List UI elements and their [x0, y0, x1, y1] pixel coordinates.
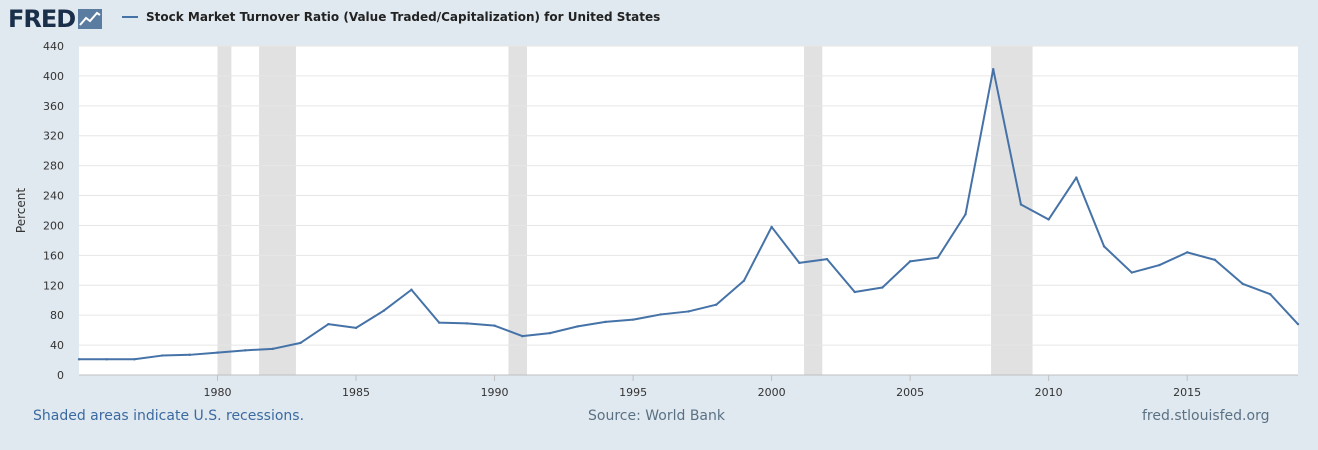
y-tick-label: 40 — [50, 339, 64, 352]
data-point — [493, 324, 496, 327]
data-point — [659, 313, 662, 316]
x-tick-label: 1980 — [204, 386, 232, 399]
data-point — [908, 260, 912, 263]
y-tick-label: 80 — [50, 309, 64, 322]
y-axis-label: Percent — [14, 188, 28, 233]
x-tick-label: 1995 — [619, 386, 647, 399]
x-tick-label: 1990 — [481, 386, 509, 399]
data-point — [410, 288, 413, 291]
data-point — [1158, 263, 1161, 267]
data-point — [521, 334, 524, 338]
fred-logo[interactable]: FRED — [8, 5, 103, 33]
data-point — [992, 67, 995, 71]
data-point — [853, 290, 856, 294]
y-tick-label: 0 — [57, 369, 64, 382]
data-point — [133, 358, 136, 361]
data-point — [604, 320, 607, 324]
data-point — [825, 257, 829, 261]
y-tick-label: 160 — [43, 249, 64, 262]
data-point — [936, 256, 940, 259]
recession-band-0 — [217, 46, 232, 375]
x-tick-label: 2000 — [758, 386, 786, 399]
data-point — [354, 326, 358, 330]
data-point — [216, 351, 219, 354]
data-point — [1130, 271, 1133, 274]
data-point — [1213, 258, 1217, 262]
x-tick-label: 1985 — [342, 386, 370, 399]
data-point — [1241, 282, 1244, 285]
data-point — [299, 341, 302, 345]
source-url-link[interactable]: fred.stlouisfed.org — [1142, 408, 1270, 424]
y-tick-label: 200 — [43, 219, 64, 232]
data-point — [1185, 251, 1189, 254]
x-tick-label: 2005 — [896, 386, 924, 399]
chart-legend: Stock Market Turnover Ratio (Value Trade… — [122, 10, 660, 24]
data-point — [770, 225, 773, 229]
y-tick-label: 400 — [43, 70, 64, 83]
logo-graph-icon — [78, 9, 103, 29]
data-point — [160, 354, 164, 357]
data-point — [1019, 203, 1023, 206]
data-point — [77, 358, 81, 361]
data-point — [964, 213, 967, 216]
data-point — [1075, 176, 1078, 179]
data-point — [105, 358, 108, 361]
data-point — [465, 322, 469, 325]
data-point — [548, 331, 552, 335]
data-point — [576, 325, 579, 328]
data-point — [1296, 322, 1300, 326]
data-point — [1269, 293, 1272, 296]
recession-note: Shaded areas indicate U.S. recessions. — [33, 408, 305, 424]
data-point — [687, 310, 690, 313]
y-tick-label: 280 — [43, 160, 64, 173]
data-point — [715, 303, 718, 306]
data-point — [1047, 218, 1050, 221]
y-tick-label: 440 — [43, 40, 64, 53]
x-tick-label: 2015 — [1173, 386, 1201, 399]
data-point — [881, 286, 884, 289]
footer: Shaded areas indicate U.S. recessions. S… — [0, 408, 1318, 438]
data-point — [244, 349, 247, 352]
data-point — [437, 321, 441, 324]
recession-band-4 — [991, 46, 1033, 375]
data-point — [631, 318, 635, 321]
y-tick-label: 360 — [43, 100, 64, 113]
y-tick-label: 120 — [43, 279, 64, 292]
y-tick-label: 240 — [43, 190, 64, 203]
data-point — [742, 279, 746, 282]
y-tick-label: 320 — [43, 130, 64, 143]
x-tick-label: 2010 — [1035, 386, 1063, 399]
recession-band-3 — [804, 46, 823, 375]
recession-band-1 — [259, 46, 296, 375]
line-chart: 0 40 80 120 160 200 240 280 320 360 400 440 1980 1985… — [14, 40, 1300, 399]
data-point — [798, 261, 801, 265]
data-point — [188, 353, 192, 357]
legend-swatch — [122, 16, 138, 18]
data-point — [1102, 245, 1106, 248]
recession-band-2 — [508, 46, 527, 375]
legend-label: Stock Market Turnover Ratio (Value Trade… — [146, 10, 661, 24]
header: FRED Stock Market Turnover Ratio (Value … — [0, 0, 1318, 40]
data-point — [271, 347, 275, 351]
source-note: Source: World Bank — [588, 408, 725, 424]
data-point — [382, 309, 385, 312]
data-point — [327, 322, 330, 326]
logo-text: FRED — [8, 5, 76, 33]
